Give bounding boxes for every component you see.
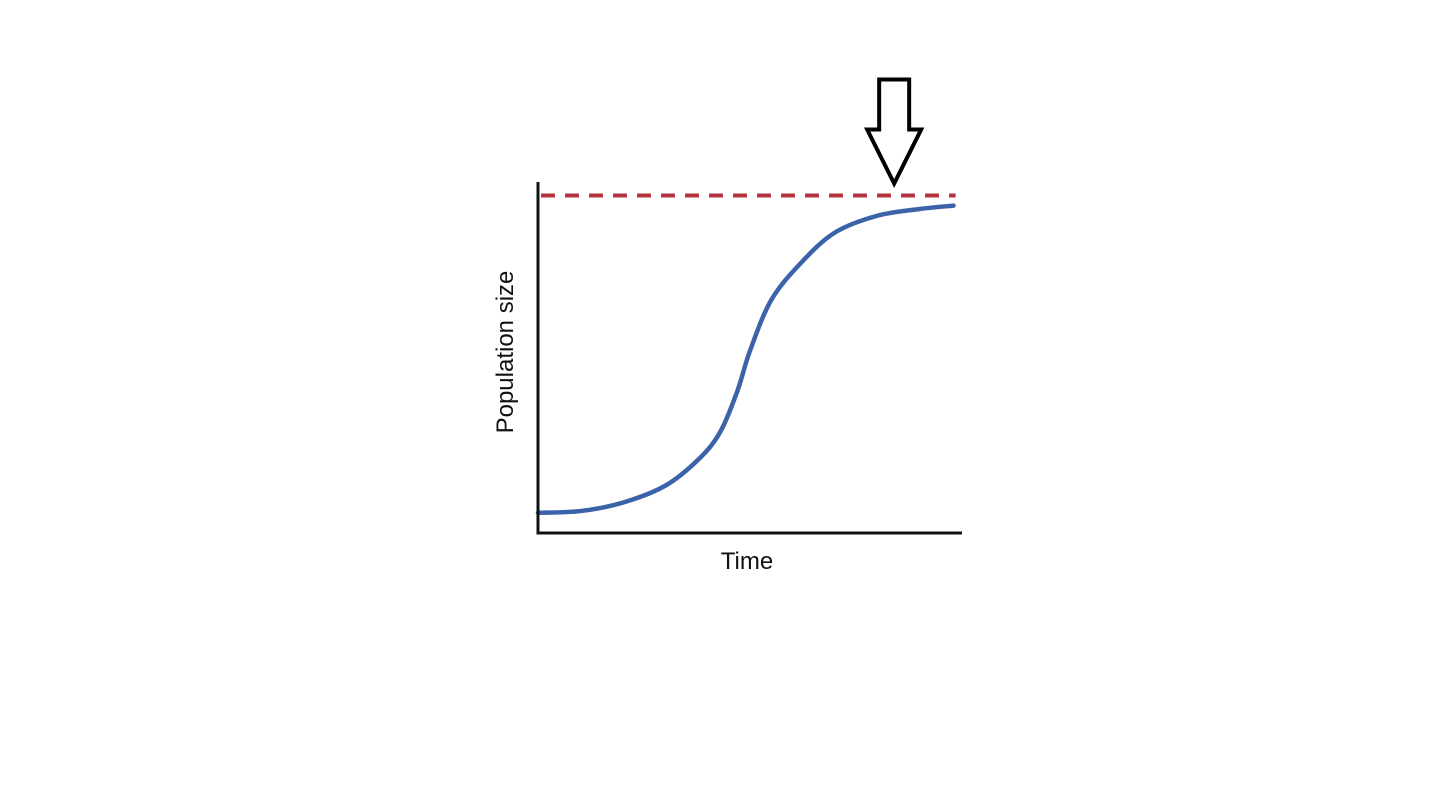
x-axis-label: Time <box>721 548 773 575</box>
population-curve <box>535 203 956 515</box>
down-arrow-icon <box>863 77 925 188</box>
y-axis-label: Population size <box>492 271 519 434</box>
